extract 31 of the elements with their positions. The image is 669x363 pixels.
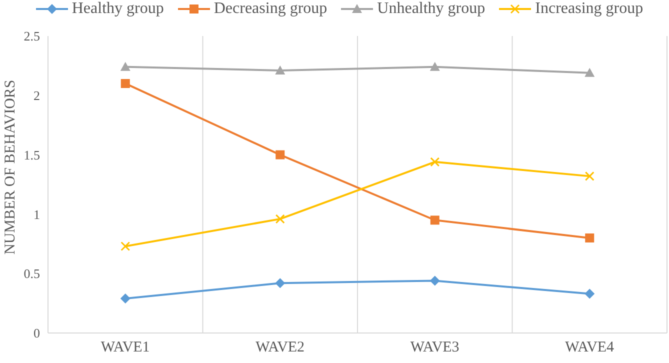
y-tick-label: 2.5 [24, 28, 40, 44]
x-tick-label: WAVE3 [410, 340, 460, 356]
legend-label: Decreasing group [212, 0, 328, 18]
point [430, 157, 440, 167]
x-tick-label: WAVE4 [565, 340, 615, 356]
point [584, 288, 595, 299]
y-tick-label: 0 [34, 326, 40, 341]
legend-label: Unhealthy group [376, 0, 486, 18]
legend-label: Healthy group [70, 0, 164, 18]
point [584, 68, 595, 77]
point [585, 233, 594, 242]
point [584, 171, 594, 181]
y-tick-label: 1 [34, 206, 40, 222]
y-tick-label: 2 [34, 88, 40, 104]
point [430, 62, 440, 71]
point [120, 242, 130, 252]
y-tick-label: 0.5 [24, 266, 40, 282]
y-tick-label: 1.5 [24, 147, 40, 162]
y-axis-title: NUMBER OF BEHAVIORS [2, 80, 18, 254]
point [276, 150, 285, 160]
point [275, 278, 286, 288]
point [120, 79, 130, 88]
point [120, 62, 130, 71]
point [430, 216, 440, 225]
x-tick-label: WAVE1 [100, 340, 150, 356]
point [275, 214, 285, 224]
point [275, 65, 286, 74]
point [120, 294, 130, 304]
legend-label: Increasing group [534, 0, 644, 18]
x-tick-label: WAVE2 [256, 340, 305, 356]
point [430, 276, 440, 286]
